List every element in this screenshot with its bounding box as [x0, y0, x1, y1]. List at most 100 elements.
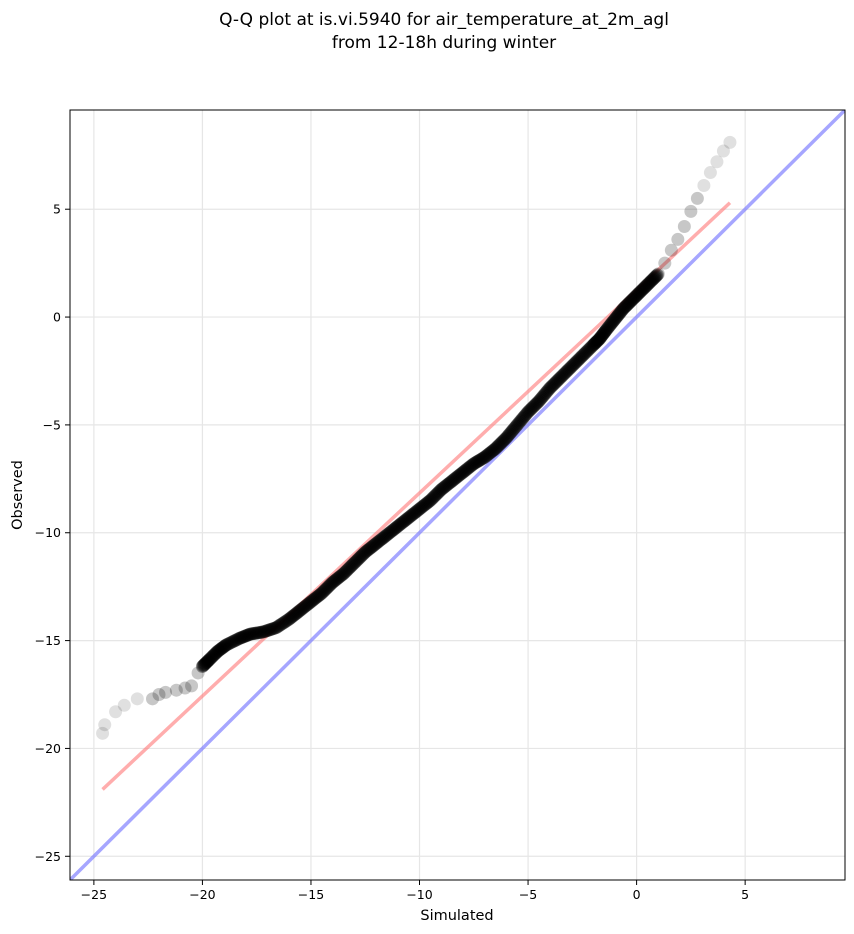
- quantile-point: [269, 621, 283, 635]
- quantile-point: [508, 420, 522, 434]
- quantile-point: [178, 681, 192, 695]
- quantile-point: [453, 468, 467, 482]
- quantile-point: [368, 537, 382, 551]
- quantile-point: [445, 474, 459, 488]
- quantile-point: [221, 637, 235, 651]
- quantile-point: [451, 470, 464, 484]
- quantile-point: [634, 284, 648, 298]
- quantile-point: [206, 649, 220, 663]
- quantile-point: [646, 272, 660, 286]
- quantile-point: [650, 268, 664, 282]
- quantile-point: [561, 363, 575, 377]
- quantile-point: [284, 610, 298, 624]
- quantile-point: [571, 353, 585, 367]
- quantile-point: [647, 271, 661, 285]
- quantile-point: [528, 398, 542, 412]
- quantile-point: [518, 409, 532, 423]
- quantile-point: [703, 166, 717, 180]
- quantile-point: [315, 586, 329, 600]
- y-axis-label: Observed: [10, 460, 26, 530]
- quantile-point: [545, 379, 559, 393]
- quantile-point: [581, 343, 595, 357]
- x-tick-label: −25: [81, 887, 107, 902]
- quantile-point: [247, 626, 261, 640]
- quantile-point: [413, 502, 427, 516]
- quantile-point: [639, 279, 653, 293]
- quantile-point: [309, 590, 323, 604]
- quantile-point: [393, 518, 407, 532]
- quantile-point: [369, 537, 383, 551]
- chart-title-line-2: from 12-18h during winter: [332, 33, 556, 53]
- quantile-point: [344, 559, 358, 573]
- quantile-point: [359, 544, 373, 558]
- quantile-point: [350, 554, 364, 568]
- quantile-point: [252, 626, 266, 640]
- quantile-point: [265, 622, 279, 636]
- quantile-point: [422, 494, 436, 508]
- quantile-point: [566, 359, 580, 373]
- quantile-point: [324, 578, 338, 592]
- quantile-point: [526, 400, 540, 414]
- quantile-point: [462, 460, 476, 474]
- quantile-point: [522, 404, 536, 418]
- quantile-point: [303, 596, 317, 610]
- quantile-point: [593, 332, 607, 346]
- quantile-point: [343, 560, 357, 574]
- quantile-point: [448, 471, 462, 485]
- quantile-point: [152, 688, 166, 702]
- x-axis-label: Simulated: [420, 908, 493, 924]
- quantile-point: [423, 493, 437, 507]
- quantile-point: [595, 329, 609, 343]
- quantile-point: [635, 283, 649, 297]
- quantile-point: [435, 482, 449, 496]
- quantile-point: [246, 627, 260, 641]
- quantile-point: [677, 219, 691, 233]
- quantile-point: [624, 294, 638, 308]
- quantile-point: [198, 657, 212, 671]
- quantile-point: [479, 449, 493, 463]
- quantile-point: [529, 397, 543, 411]
- quantile-point: [447, 472, 461, 486]
- quantile-point: [575, 349, 589, 363]
- quantile-point: [217, 640, 231, 654]
- quantile-point: [547, 377, 561, 391]
- quantile-point: [281, 613, 295, 627]
- quantile-point: [263, 623, 277, 637]
- quantile-point: [517, 410, 531, 424]
- quantile-point: [274, 617, 288, 631]
- quantile-point: [643, 275, 657, 289]
- grid-layer: [70, 110, 845, 880]
- quantile-point: [491, 439, 505, 453]
- quantile-point: [389, 521, 403, 535]
- quantile-point: [304, 595, 318, 609]
- quantile-point: [460, 462, 474, 476]
- quantile-point: [690, 191, 704, 205]
- quantile-point: [354, 549, 368, 563]
- quantile-point: [434, 483, 448, 497]
- quantile-point: [490, 441, 504, 455]
- quantile-point: [658, 256, 672, 270]
- quantile-point: [236, 630, 250, 644]
- quantile-point: [201, 654, 215, 668]
- quantile-point: [492, 438, 506, 452]
- quantile-point: [597, 326, 611, 340]
- quantile-point: [201, 654, 215, 668]
- quantile-point: [537, 388, 551, 402]
- quantile-point: [227, 634, 241, 648]
- quantile-point: [376, 531, 390, 545]
- quantile-point: [576, 348, 590, 362]
- quantile-point: [475, 452, 489, 466]
- quantile-point: [213, 642, 227, 656]
- quantile-point: [609, 311, 623, 325]
- quantile-point: [574, 350, 588, 364]
- quantile-point: [335, 568, 349, 582]
- quantile-point: [499, 431, 513, 445]
- quantile-point: [632, 286, 646, 300]
- quantile-point: [608, 312, 622, 326]
- quantile-point: [486, 443, 500, 457]
- quantile-point: [466, 458, 480, 472]
- quantile-point: [361, 543, 375, 557]
- quantile-point: [628, 290, 642, 304]
- quantile-point: [255, 625, 269, 639]
- quantile-point: [644, 274, 658, 288]
